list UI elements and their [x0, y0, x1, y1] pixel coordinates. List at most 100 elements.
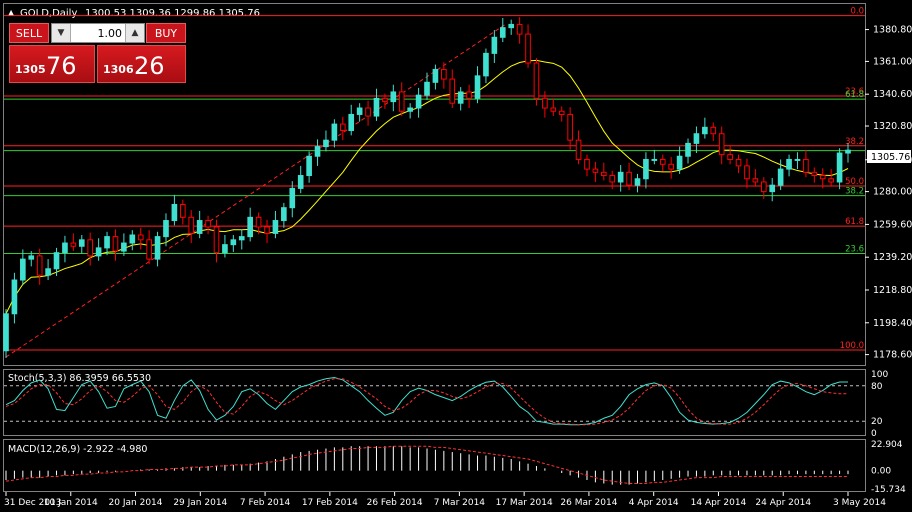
- candle-body: [78, 239, 85, 247]
- candle: [718, 126, 725, 165]
- candle: [794, 152, 801, 170]
- candle-body: [651, 158, 658, 161]
- candle-body: [171, 203, 178, 222]
- candle-body: [407, 107, 413, 112]
- candle: [180, 199, 186, 225]
- stoch-signal-line: [5, 378, 848, 426]
- candle: [668, 157, 674, 179]
- candle: [845, 142, 851, 163]
- candle: [3, 308, 9, 358]
- price-tick-label: 1198.40: [873, 318, 912, 329]
- fib-red-label: 50.0: [845, 177, 864, 187]
- candle-body: [710, 126, 717, 135]
- candle-body: [483, 52, 489, 77]
- candle-body: [11, 279, 18, 315]
- candle: [407, 103, 413, 119]
- sell-price-button[interactable]: 1305 76: [9, 45, 95, 83]
- candle-body: [188, 216, 195, 234]
- one-click-trading-panel: SELL ▼ ▲ BUY 1305 76 1306 26: [9, 23, 186, 83]
- buy-button[interactable]: BUY: [146, 23, 186, 43]
- candle: [474, 66, 481, 104]
- stoch-tick-label: 80: [871, 382, 883, 392]
- lot-size-stepper[interactable]: ▼ ▲: [51, 23, 145, 43]
- time-tick-label: 26 Mar 2014: [560, 498, 617, 508]
- candle: [314, 139, 321, 166]
- candle: [819, 168, 826, 189]
- candle-body: [828, 178, 834, 183]
- candle: [516, 17, 523, 44]
- candle-body: [104, 236, 110, 249]
- candle: [196, 210, 203, 239]
- lot-decrease-icon[interactable]: ▼: [52, 24, 71, 42]
- candle: [398, 82, 405, 117]
- candle-body: [424, 81, 430, 96]
- candle-body: [592, 168, 599, 173]
- candle: [95, 238, 102, 261]
- candle-body: [205, 220, 211, 228]
- price-axis: 1380.801361.001340.601320.801299.801280.…: [865, 25, 912, 361]
- candle: [760, 177, 767, 199]
- candle: [491, 30, 498, 64]
- collapse-icon[interactable]: ▲: [8, 8, 15, 17]
- stoch-main-line: [5, 377, 848, 426]
- candlestick-series: [3, 17, 851, 358]
- sell-button[interactable]: SELL: [9, 23, 49, 43]
- candle-body: [62, 242, 68, 254]
- candle: [331, 119, 338, 148]
- candle-body: [87, 239, 94, 257]
- candle: [382, 93, 388, 109]
- candle: [28, 251, 35, 267]
- lot-size-input[interactable]: [70, 24, 126, 42]
- candle-body: [601, 171, 607, 177]
- fib-green-label: 38.2: [845, 187, 864, 197]
- candle: [53, 247, 60, 276]
- time-tick-label: 3 May 2014: [833, 498, 886, 508]
- candle-body: [836, 152, 843, 183]
- candle: [651, 149, 658, 165]
- fib-red-label: 61.8: [845, 217, 864, 227]
- candle: [45, 259, 51, 281]
- candle-body: [281, 207, 287, 222]
- candle-body: [314, 146, 321, 157]
- buy-price-button[interactable]: 1306 26: [97, 45, 186, 83]
- candle-body: [373, 97, 380, 117]
- macd-frame: [3, 439, 866, 492]
- bid-price-small: 1305: [15, 63, 46, 76]
- candle: [727, 144, 733, 165]
- candle: [592, 161, 599, 182]
- candle-body: [803, 158, 809, 173]
- candle-body: [154, 236, 161, 260]
- candle: [811, 167, 818, 183]
- candle: [803, 149, 809, 178]
- candle: [87, 232, 94, 266]
- candle: [348, 104, 355, 136]
- candle-body: [499, 27, 506, 38]
- time-tick-label: 31 Dec 2013: [4, 498, 62, 508]
- candle-body: [794, 158, 801, 161]
- macd-label: MACD(12,26,9) -2.922 -4.980: [8, 444, 147, 455]
- candle-body: [112, 236, 119, 252]
- time-tick-label: 20 Jan 2014: [109, 498, 163, 508]
- candle: [735, 154, 742, 174]
- candle: [121, 233, 127, 256]
- candle-body: [845, 149, 851, 154]
- bid-price-big: 76: [46, 52, 77, 80]
- candle-body: [163, 220, 169, 238]
- chart-symbol-timeframe: GOLD,Daily: [20, 8, 77, 19]
- main-chart-frame: [3, 3, 866, 366]
- candle: [676, 146, 683, 174]
- time-tick-label: 29 Jan 2014: [173, 498, 227, 508]
- ask-price-big: 26: [134, 52, 165, 80]
- candle-body: [542, 97, 548, 109]
- candle-body: [744, 165, 750, 180]
- time-tick-label: 4 Apr 2014: [629, 498, 679, 508]
- candle-body: [786, 158, 792, 170]
- price-tick-label: 1320.80: [873, 121, 912, 132]
- candle: [104, 231, 110, 256]
- macd-signal-line: [5, 445, 848, 484]
- candle-body: [348, 113, 355, 132]
- lot-increase-icon[interactable]: ▲: [125, 24, 144, 42]
- candle-body: [752, 178, 759, 183]
